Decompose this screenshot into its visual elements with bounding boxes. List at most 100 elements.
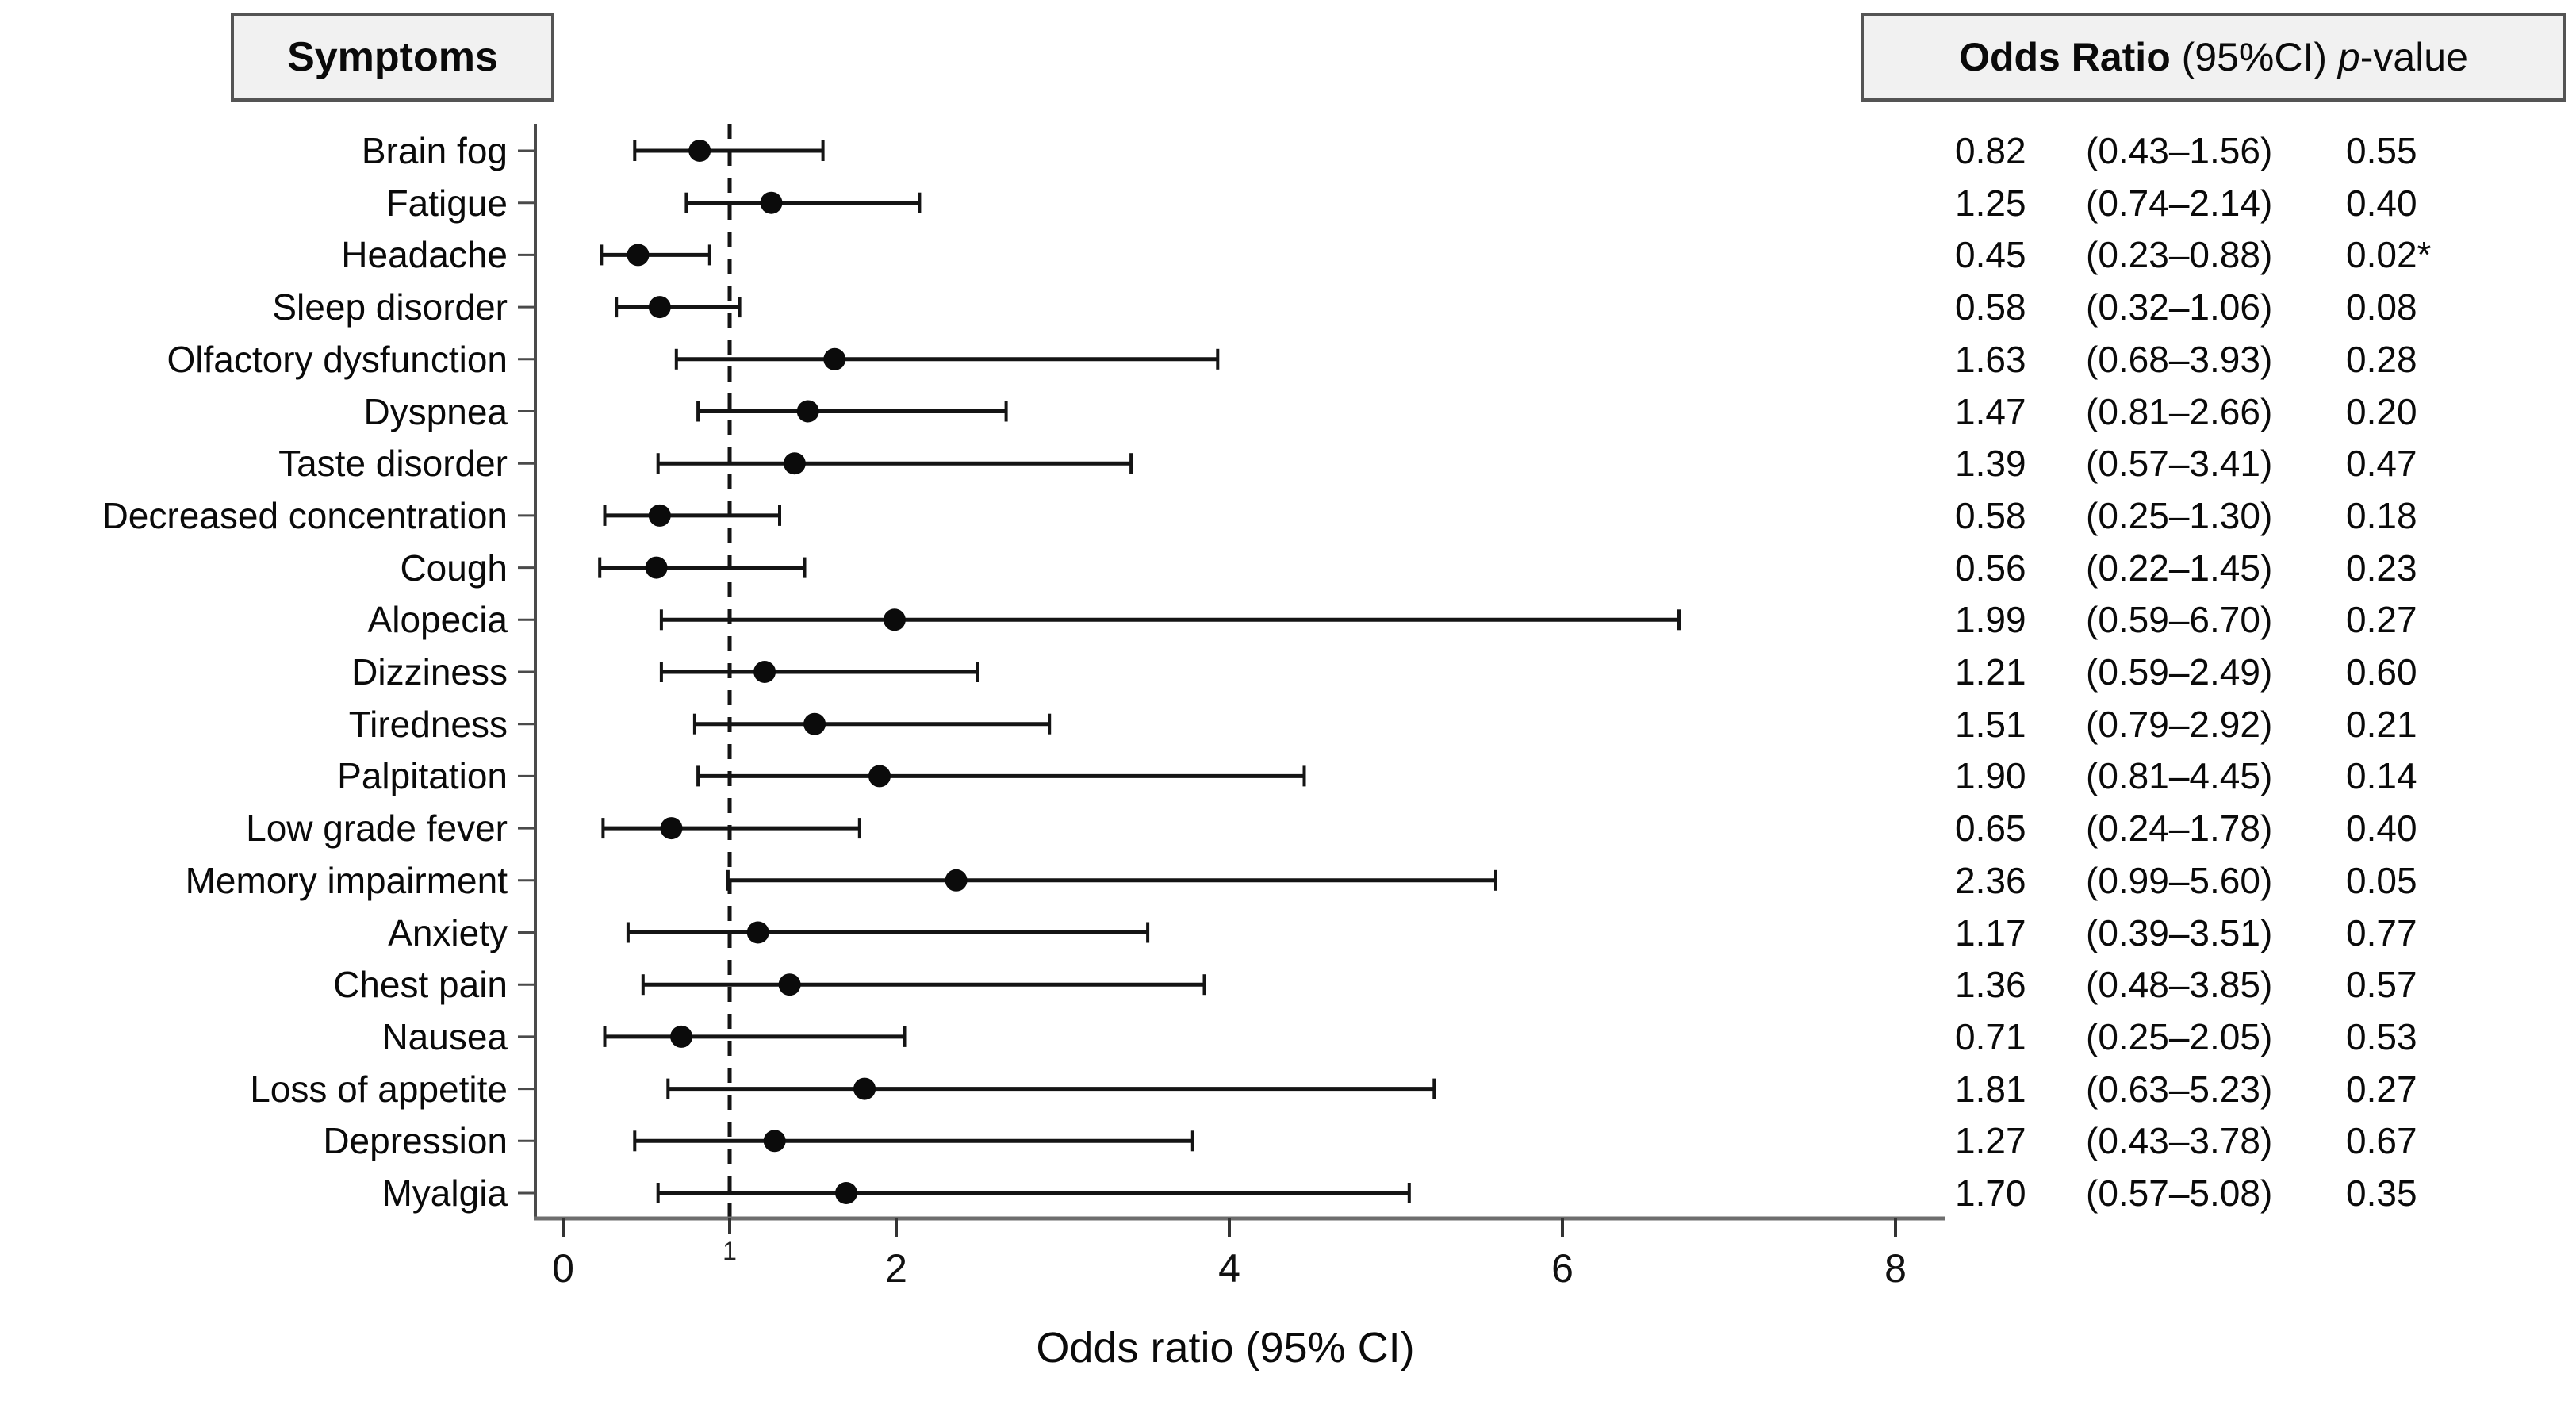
or-value: 0.71: [1955, 1016, 2026, 1057]
row-label: Sleep disorder: [272, 286, 508, 328]
forest-marker: [670, 1025, 693, 1048]
p-value: 0.60: [2346, 651, 2417, 693]
row-label: Dizziness: [351, 651, 508, 693]
or-value: 1.47: [1955, 391, 2026, 432]
forest-marker: [945, 869, 968, 892]
forest-marker: [760, 191, 783, 214]
row-label: Myalgia: [381, 1172, 508, 1214]
or-value: 0.82: [1955, 130, 2026, 171]
p-value: 0.67: [2346, 1120, 2417, 1161]
ci-value: (0.48–3.85): [2086, 964, 2273, 1005]
or-header-ci: (95%CI): [2170, 35, 2338, 79]
p-value: 0.08: [2346, 286, 2417, 328]
or-header-p: p: [2337, 35, 2360, 79]
forest-marker: [868, 765, 891, 788]
or-value: 1.25: [1955, 182, 2026, 224]
or-value: 2.36: [1955, 860, 2026, 901]
ci-value: (0.59–6.70): [2086, 599, 2273, 640]
forest-marker: [778, 973, 801, 996]
ci-value: (0.43–1.56): [2086, 130, 2273, 171]
forest-marker: [746, 921, 769, 944]
forest-marker: [753, 661, 776, 683]
forest-marker: [645, 556, 668, 579]
or-value: 1.90: [1955, 755, 2026, 796]
ci-value: (0.57–3.41): [2086, 443, 2273, 484]
ci-value: (0.57–5.08): [2086, 1172, 2273, 1214]
forest-marker: [796, 400, 819, 423]
p-value: 0.21: [2346, 704, 2417, 745]
p-value: 0.47: [2346, 443, 2417, 484]
odds-ratio-header-box: Odds Ratio (95%CI) p -value: [1861, 13, 2566, 102]
p-value: 0.18: [2346, 495, 2417, 536]
or-value: 1.21: [1955, 651, 2026, 693]
ci-value: (0.68–3.93): [2086, 339, 2273, 380]
ci-value: (0.63–5.23): [2086, 1069, 2273, 1110]
or-value: 0.45: [1955, 234, 2026, 275]
symptoms-header-box: Symptoms: [231, 13, 554, 102]
row-label: Palpitation: [337, 755, 508, 796]
row-label: Olfactory dysfunction: [167, 339, 508, 380]
forest-marker: [803, 712, 826, 735]
row-label: Brain fog: [361, 130, 508, 171]
ci-value: (0.74–2.14): [2086, 182, 2273, 224]
x-tick-label: 0: [552, 1246, 574, 1291]
ci-value: (0.22–1.45): [2086, 547, 2273, 589]
row-label: Headache: [341, 234, 508, 275]
row-label: Loss of appetite: [250, 1069, 508, 1110]
row-label: Fatigue: [385, 182, 508, 224]
forest-marker: [648, 296, 671, 319]
ci-value: (0.32–1.06): [2086, 286, 2273, 328]
forest-marker: [660, 817, 683, 840]
symptoms-header-label: Symptoms: [287, 34, 498, 80]
row-label: Memory impairment: [185, 860, 508, 901]
ci-value: (0.25–2.05): [2086, 1016, 2273, 1057]
p-value: 0.40: [2346, 808, 2417, 849]
row-label: Cough: [400, 547, 508, 589]
p-value: 0.02*: [2346, 234, 2432, 275]
x-minor-tick-label: 1: [723, 1237, 737, 1265]
forest-marker: [763, 1130, 786, 1153]
row-label: Nausea: [381, 1016, 508, 1057]
or-value: 1.81: [1955, 1069, 2026, 1110]
p-value: 0.57: [2346, 964, 2417, 1005]
p-value: 0.53: [2346, 1016, 2417, 1057]
x-axis-title: Odds ratio (95% CI): [1036, 1324, 1415, 1372]
p-value: 0.77: [2346, 912, 2417, 953]
p-value: 0.20: [2346, 391, 2417, 432]
or-value: 1.17: [1955, 912, 2026, 953]
row-label: Decreased concentration: [102, 495, 508, 536]
x-tick-label: 6: [1551, 1246, 1574, 1291]
p-value: 0.27: [2346, 599, 2417, 640]
row-label: Taste disorder: [278, 443, 508, 484]
ci-value: (0.43–3.78): [2086, 1120, 2273, 1161]
ci-value: (0.81–2.66): [2086, 391, 2273, 432]
or-value: 1.63: [1955, 339, 2026, 380]
ci-value: (0.81–4.45): [2086, 755, 2273, 796]
p-value: 0.05: [2346, 860, 2417, 901]
or-value: 1.39: [1955, 443, 2026, 484]
ci-value: (0.99–5.60): [2086, 860, 2273, 901]
ci-value: (0.25–1.30): [2086, 495, 2273, 536]
or-value: 0.56: [1955, 547, 2026, 589]
forest-marker: [853, 1077, 876, 1100]
row-label: Anxiety: [388, 912, 508, 953]
or-value: 1.51: [1955, 704, 2026, 745]
forest-marker: [883, 608, 906, 631]
row-label: Tiredness: [348, 704, 508, 745]
or-value: 0.58: [1955, 495, 2026, 536]
or-value: 1.99: [1955, 599, 2026, 640]
row-label: Alopecia: [367, 599, 508, 640]
p-value: 0.35: [2346, 1172, 2417, 1214]
ci-value: (0.79–2.92): [2086, 704, 2273, 745]
ci-value: (0.23–0.88): [2086, 234, 2273, 275]
forest-marker: [823, 347, 846, 370]
row-label: Depression: [323, 1120, 508, 1161]
row-label: Low grade fever: [246, 808, 508, 849]
p-value: 0.14: [2346, 755, 2417, 796]
forest-marker: [783, 452, 806, 475]
or-value: 1.36: [1955, 964, 2026, 1005]
forest-marker: [648, 504, 671, 527]
x-tick-label: 2: [885, 1246, 907, 1291]
